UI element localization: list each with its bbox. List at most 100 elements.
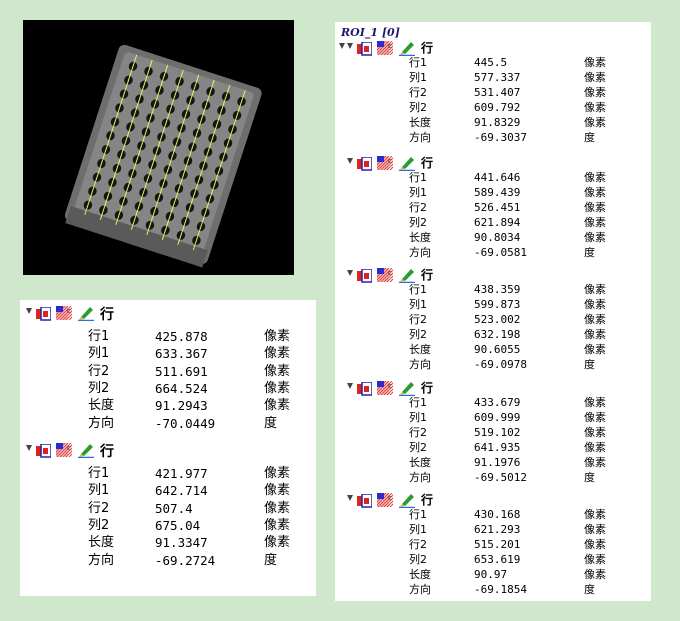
roi-title[interactable]: ROI_1 [0]	[341, 26, 400, 39]
property-value: -69.3037	[474, 131, 527, 144]
expand-triangle-icon[interactable]	[339, 43, 345, 49]
property-row[interactable]: 长度 90.6055 像素	[409, 344, 624, 359]
property-value: 90.8034	[474, 230, 521, 244]
svg-text:c: c	[67, 307, 71, 315]
property-row[interactable]: 行1 445.5 像素	[409, 57, 624, 72]
property-row[interactable]: 行1 430.168 像素	[409, 509, 624, 524]
svg-text:c: c	[67, 444, 71, 452]
property-key: 行2	[409, 538, 427, 551]
property-row[interactable]: 长度 91.3347 像素	[88, 535, 304, 550]
expand-triangle-icon[interactable]	[347, 382, 353, 389]
property-key: 列1	[88, 346, 110, 362]
property-key: 行2	[409, 86, 427, 99]
property-unit: 像素	[584, 455, 606, 469]
property-row[interactable]: 列2 653.619 像素	[409, 554, 624, 569]
expand-triangle-icon[interactable]	[347, 157, 353, 164]
property-unit: 像素	[584, 170, 606, 184]
property-row[interactable]: 行2 531.407 像素	[409, 87, 624, 102]
property-value: 641.935	[474, 440, 521, 454]
property-row[interactable]: 列1 621.293 像素	[409, 524, 624, 539]
property-row[interactable]: 长度 91.8329 像素	[409, 117, 624, 132]
property-row[interactable]: 列1 642.714 像素	[88, 483, 304, 498]
property-row[interactable]: 行1 441.646 像素	[409, 170, 624, 187]
expand-triangle-icon[interactable]	[347, 495, 353, 501]
property-row[interactable]: 长度 91.2943 像素	[88, 398, 304, 413]
property-row[interactable]: 长度 90.97 像素	[409, 569, 624, 584]
property-row[interactable]: 行2 515.201 像素	[409, 539, 624, 554]
property-row[interactable]: 列2 675.04 像素	[88, 518, 304, 533]
measure-line	[130, 69, 184, 230]
property-row[interactable]: 列1 599.873 像素	[409, 299, 624, 314]
property-unit: 像素	[584, 298, 606, 311]
property-unit: 像素	[584, 200, 606, 214]
property-value: 91.8329	[474, 116, 521, 129]
property-row[interactable]: 列1 609.999 像素	[409, 411, 624, 427]
property-row[interactable]: 方向 -69.5012 度	[409, 470, 624, 487]
property-row[interactable]: 列1 633.367 像素	[88, 346, 304, 361]
property-value: 91.1976	[474, 455, 521, 469]
expand-triangle-icon[interactable]	[26, 308, 32, 314]
property-value: -69.0581	[474, 245, 527, 259]
property-row[interactable]: 列2 609.792 像素	[409, 102, 624, 117]
property-row[interactable]: 方向 -69.2724 度	[88, 553, 304, 568]
expand-triangle-icon[interactable]	[26, 445, 32, 451]
measure-line	[84, 54, 138, 215]
property-key: 行1	[409, 283, 427, 296]
property-row[interactable]: 方向 -70.0449 度	[88, 416, 304, 431]
property-key: 长度	[409, 568, 431, 581]
property-row[interactable]: 列1 577.337 像素	[409, 72, 624, 87]
property-value: 421.977	[155, 466, 208, 481]
region-icon	[357, 155, 373, 171]
property-row[interactable]: 行1 433.679 像素	[409, 395, 624, 412]
property-row[interactable]: 行2 507.4 像素	[88, 501, 304, 516]
property-key: 列1	[409, 71, 427, 84]
property-row[interactable]: 行1 425.878 像素	[88, 329, 304, 344]
property-key: 长度	[409, 455, 431, 469]
property-row[interactable]: 行1 421.977 像素	[88, 466, 304, 481]
region-icon	[357, 380, 373, 396]
property-row[interactable]: 列2 632.198 像素	[409, 329, 624, 344]
texture-icon: c	[362, 155, 405, 170]
property-unit: 像素	[584, 185, 606, 199]
property-row[interactable]: 方向 -69.0978 度	[409, 359, 624, 374]
property-row[interactable]: 列2 664.524 像素	[88, 381, 304, 396]
property-unit: 像素	[584, 101, 606, 114]
property-row[interactable]: 行2 511.691 像素	[88, 364, 304, 379]
property-row[interactable]: 列2 641.935 像素	[409, 440, 624, 457]
property-value: 430.168	[474, 508, 521, 521]
property-unit: 像素	[264, 517, 291, 533]
property-row[interactable]: 方向 -69.0581 度	[409, 245, 624, 262]
property-row[interactable]: 长度 91.1976 像素	[409, 455, 624, 472]
property-row[interactable]: 行1 438.359 像素	[409, 284, 624, 299]
pen-icon	[398, 154, 416, 171]
expand-triangle-icon[interactable]	[347, 43, 353, 49]
property-row[interactable]: 列2 621.894 像素	[409, 215, 624, 232]
property-unit: 像素	[584, 553, 606, 566]
property-row[interactable]: 方向 -69.1854 度	[409, 584, 624, 599]
texture-icon: c	[362, 380, 405, 395]
property-value: 577.337	[474, 71, 521, 84]
property-row[interactable]: 列1 589.439 像素	[409, 185, 624, 202]
property-key: 行1	[409, 395, 427, 409]
property-key: 行2	[88, 363, 110, 379]
measure-tree-left[interactable]: c 行行1 425.878 像素 列1 633.367 像素 行2 511.691 像素 列2 664…	[20, 300, 316, 596]
property-unit: 度	[584, 583, 595, 596]
measure-tree-right[interactable]: ROI_1 [0] c 行行1 445.5 像素 列1 577.337 像素 行2 531.40…	[335, 22, 651, 601]
property-row[interactable]: 行2 526.451 像素	[409, 200, 624, 217]
expand-triangle-icon[interactable]	[347, 270, 353, 276]
property-row[interactable]: 行2 519.102 像素	[409, 426, 624, 442]
property-row[interactable]: 方向 -69.3037 度	[409, 132, 624, 147]
property-row[interactable]: 行2 523.002 像素	[409, 314, 624, 329]
property-row[interactable]: 长度 90.8034 像素	[409, 230, 624, 247]
property-value: -69.5012	[474, 470, 527, 484]
property-unit: 像素	[584, 215, 606, 229]
svg-text:c: c	[388, 157, 392, 165]
svg-text:c: c	[388, 269, 392, 277]
